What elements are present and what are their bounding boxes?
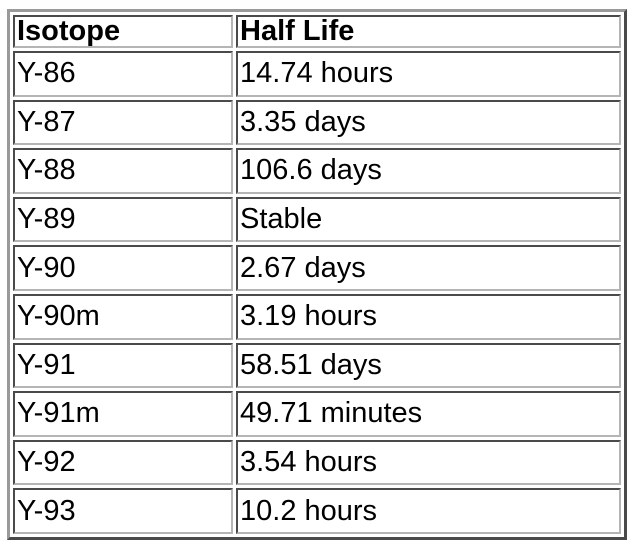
- isotope-cell: Y-92: [13, 439, 233, 486]
- half-life-cell: 106.6 days: [236, 148, 621, 194]
- isotope-cell: Y-89: [13, 196, 233, 243]
- isotope-cell: Y-87: [13, 99, 233, 146]
- isotope-table-frame: Isotope Half Life Y-86 14.74 hours Y-87 …: [7, 9, 627, 540]
- table-row: Y-86 14.74 hours: [13, 51, 621, 97]
- half-life-cell: 3.54 hours: [236, 439, 621, 486]
- half-life-cell: 58.51 days: [236, 342, 621, 389]
- header-isotope: Isotope: [13, 15, 233, 48]
- half-life-cell: 2.67 days: [236, 245, 621, 291]
- table-row: Y-90m 3.19 hours: [13, 293, 621, 340]
- table-row: Y-91 58.51 days: [13, 342, 621, 389]
- table-row: Y-87 3.35 days: [13, 99, 621, 146]
- table-row: Y-89 Stable: [13, 196, 621, 243]
- half-life-cell: 14.74 hours: [236, 51, 621, 97]
- half-life-cell: 3.35 days: [236, 99, 621, 146]
- table-row: Y-93 10.2 hours: [13, 488, 621, 534]
- half-life-cell: 49.71 minutes: [236, 391, 621, 437]
- half-life-cell: Stable: [236, 196, 621, 243]
- isotope-cell: Y-91: [13, 342, 233, 389]
- table-row: Y-90 2.67 days: [13, 245, 621, 291]
- table-header-row: Isotope Half Life: [13, 15, 621, 48]
- isotope-cell: Y-90m: [13, 293, 233, 340]
- isotope-cell: Y-86: [13, 51, 233, 97]
- isotope-cell: Y-91m: [13, 391, 233, 437]
- table-row: Y-91m 49.71 minutes: [13, 391, 621, 437]
- half-life-cell: 10.2 hours: [236, 488, 621, 534]
- table-row: Y-88 106.6 days: [13, 148, 621, 194]
- isotope-cell: Y-90: [13, 245, 233, 291]
- table-row: Y-92 3.54 hours: [13, 439, 621, 486]
- half-life-cell: 3.19 hours: [236, 293, 621, 340]
- isotope-cell: Y-93: [13, 488, 233, 534]
- isotope-cell: Y-88: [13, 148, 233, 194]
- isotope-half-life-table: Isotope Half Life Y-86 14.74 hours Y-87 …: [10, 12, 624, 537]
- header-half-life: Half Life: [236, 15, 621, 48]
